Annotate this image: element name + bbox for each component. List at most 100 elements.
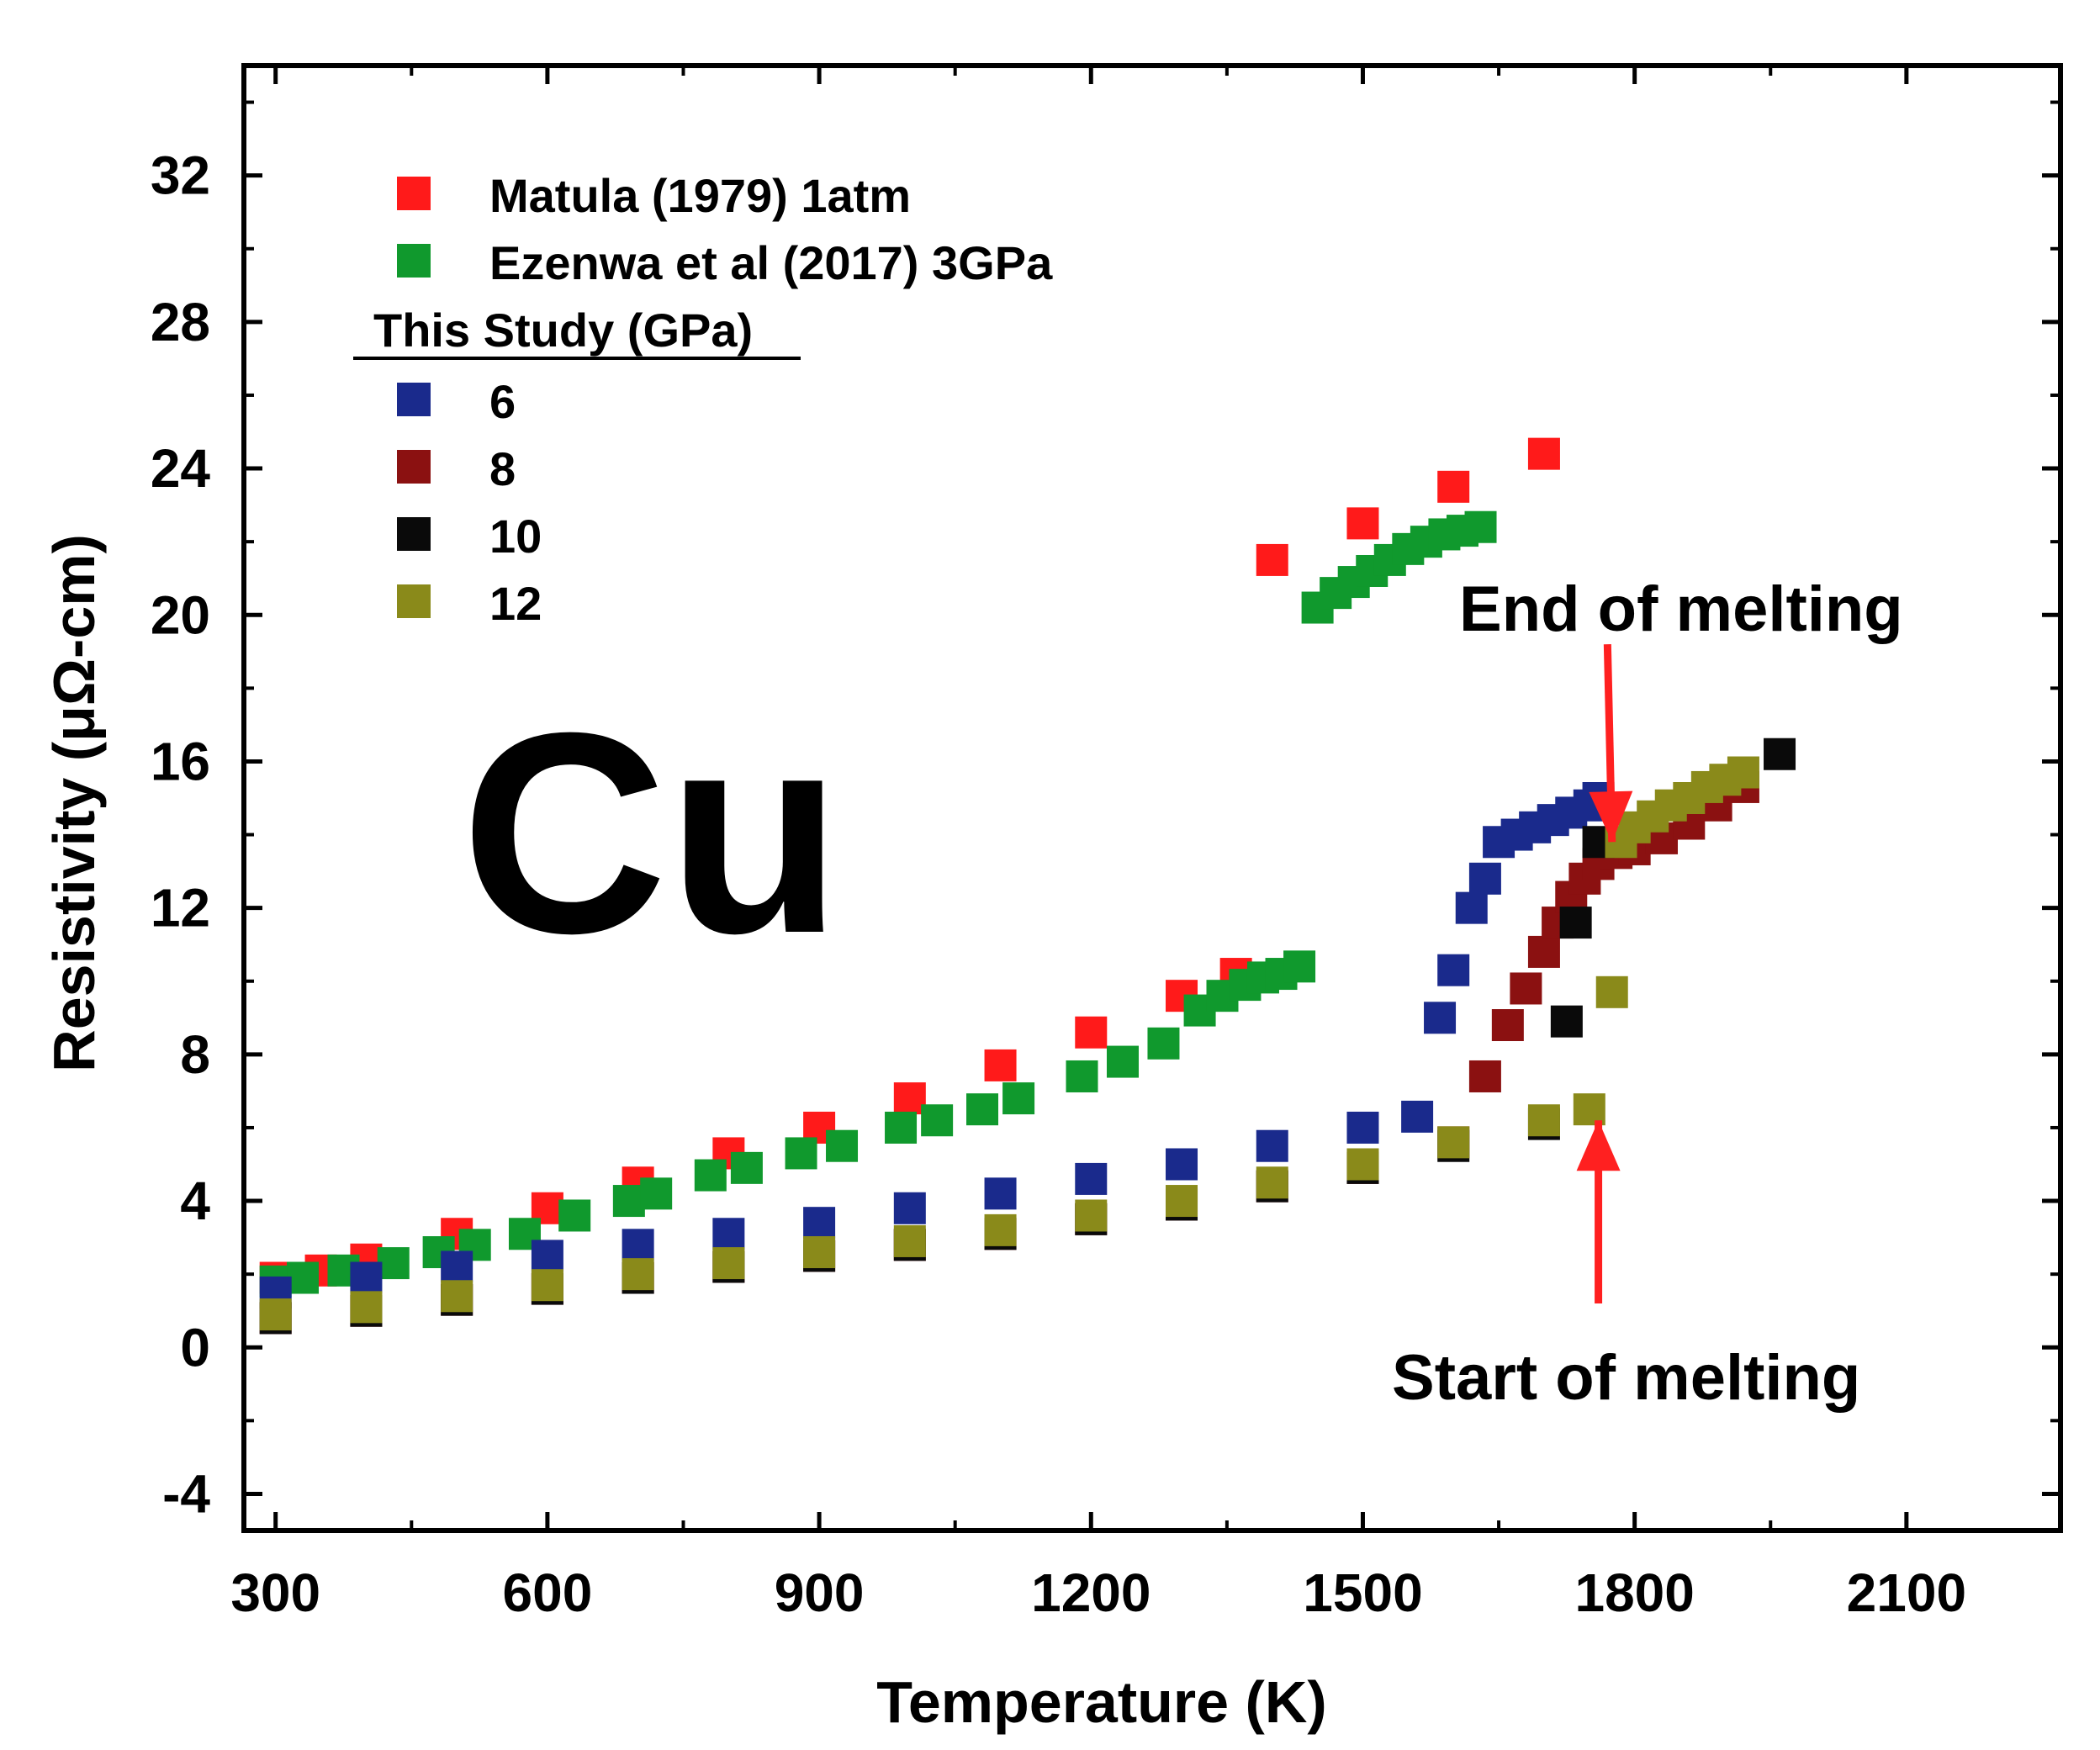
annotation-start-of-melting: Start of melting <box>1392 1342 1860 1414</box>
x-tick-label-1800: 1800 <box>1574 1562 1694 1623</box>
data-point <box>622 1229 654 1261</box>
y-tick-label-16: 16 <box>151 731 210 791</box>
data-point <box>1527 437 1560 470</box>
y-tick-label--4: -4 <box>162 1463 210 1524</box>
data-point <box>1595 975 1628 1008</box>
data-point <box>984 1177 1017 1210</box>
data-point <box>259 1298 292 1331</box>
data-point <box>1283 950 1316 983</box>
data-point <box>893 1224 926 1257</box>
plot-frame <box>241 63 2063 1533</box>
data-point <box>1075 1162 1108 1195</box>
data-point <box>350 1261 383 1294</box>
legend-marker-matula <box>397 177 431 210</box>
x-axis-title: Temperature (K) <box>876 1669 1326 1735</box>
data-point <box>826 1129 859 1162</box>
data-point <box>1346 507 1379 540</box>
data-point <box>1256 1166 1288 1199</box>
legend-label-6gpa: 6 <box>489 375 516 428</box>
data-point <box>712 1247 745 1280</box>
data-point <box>1550 1005 1583 1038</box>
data-point <box>1075 1016 1108 1049</box>
x-tick-label-300: 300 <box>230 1562 320 1623</box>
data-point <box>1147 1027 1180 1060</box>
data-point <box>1527 935 1560 968</box>
data-point <box>287 1261 320 1294</box>
axis-ticks <box>244 66 2060 1531</box>
data-point <box>558 1199 591 1232</box>
x-tick-label-900: 900 <box>775 1562 865 1623</box>
data-point <box>1437 954 1470 986</box>
x-tick-label-1200: 1200 <box>1031 1562 1151 1623</box>
legend-marker-10gpa <box>397 517 431 551</box>
data-point <box>1491 1009 1524 1042</box>
data-point <box>921 1104 954 1137</box>
data-point <box>730 1151 763 1184</box>
x-tick-label-600: 600 <box>503 1562 593 1623</box>
legend-label-10gpa: 10 <box>489 510 542 563</box>
y-tick-label-4: 4 <box>180 1171 210 1231</box>
data-point <box>984 1213 1017 1246</box>
data-point <box>531 1240 563 1272</box>
series-ezenwa-et-al-2017-3gpa <box>259 510 1497 1298</box>
data-point <box>984 1049 1017 1081</box>
data-point <box>893 1192 926 1224</box>
legend: Matula (1979) 1atm Ezenwa et al (2017) 3… <box>353 169 1053 630</box>
x-tick-label-1500: 1500 <box>1303 1562 1422 1623</box>
y-tick-label-20: 20 <box>151 584 210 645</box>
data-point <box>1437 1126 1470 1159</box>
y-tick-label-8: 8 <box>180 1024 210 1085</box>
data-point <box>1559 907 1592 939</box>
data-point <box>531 1269 563 1302</box>
annotation-arrows <box>1576 643 1633 1303</box>
data-point <box>885 1111 918 1144</box>
legend-marker-8gpa <box>397 450 431 484</box>
legend-label-ezenwa: Ezenwa et al (2017) 3GPa <box>489 236 1053 289</box>
data-series-layer <box>259 437 1796 1335</box>
data-point <box>1573 1093 1605 1126</box>
data-point <box>785 1137 817 1170</box>
y-tick-label-32: 32 <box>151 145 210 206</box>
data-point <box>1468 862 1501 895</box>
data-point <box>622 1258 654 1291</box>
data-point <box>1002 1082 1035 1115</box>
legend-subheading: This Study (GPa) <box>373 304 753 357</box>
data-point <box>1256 543 1288 576</box>
start-of-melting-arrow-head <box>1576 1120 1621 1171</box>
series-12 <box>259 756 1759 1331</box>
data-point <box>377 1247 410 1280</box>
data-point <box>694 1159 727 1192</box>
data-point <box>1166 1185 1198 1218</box>
data-point <box>1468 1060 1501 1092</box>
data-point <box>1401 1100 1434 1133</box>
y-tick-label-24: 24 <box>151 438 211 499</box>
legend-label-8gpa: 8 <box>489 442 516 495</box>
annotation-end-of-melting: End of melting <box>1459 574 1903 645</box>
data-point <box>966 1093 999 1126</box>
data-point <box>803 1207 836 1240</box>
data-point <box>1527 1104 1560 1137</box>
data-point <box>1106 1045 1139 1078</box>
end-of-melting-arrow-head <box>1589 790 1633 843</box>
y-axis-title: Resistivity (μΩ-cm) <box>41 534 107 1072</box>
data-point <box>1455 891 1488 924</box>
axis-tick-labels: 300 600 900 1200 1500 1800 2100 -4 0 4 8 12 16 20 24 28… <box>151 145 1966 1623</box>
data-point <box>640 1177 673 1210</box>
data-point <box>1256 1129 1288 1162</box>
data-point <box>441 1250 473 1283</box>
legend-marker-12gpa <box>397 584 431 618</box>
data-point <box>350 1291 383 1324</box>
y-tick-label-0: 0 <box>180 1317 210 1377</box>
data-point <box>1346 1148 1379 1181</box>
data-point <box>803 1236 836 1269</box>
data-point <box>893 1082 926 1115</box>
data-point <box>612 1185 645 1218</box>
legend-marker-ezenwa <box>397 244 431 278</box>
data-point <box>1764 738 1796 770</box>
data-point <box>1727 756 1759 789</box>
data-point <box>1424 1002 1457 1034</box>
y-tick-label-28: 28 <box>151 292 210 352</box>
legend-label-matula: Matula (1979) 1atm <box>489 169 911 222</box>
data-point <box>441 1280 473 1313</box>
